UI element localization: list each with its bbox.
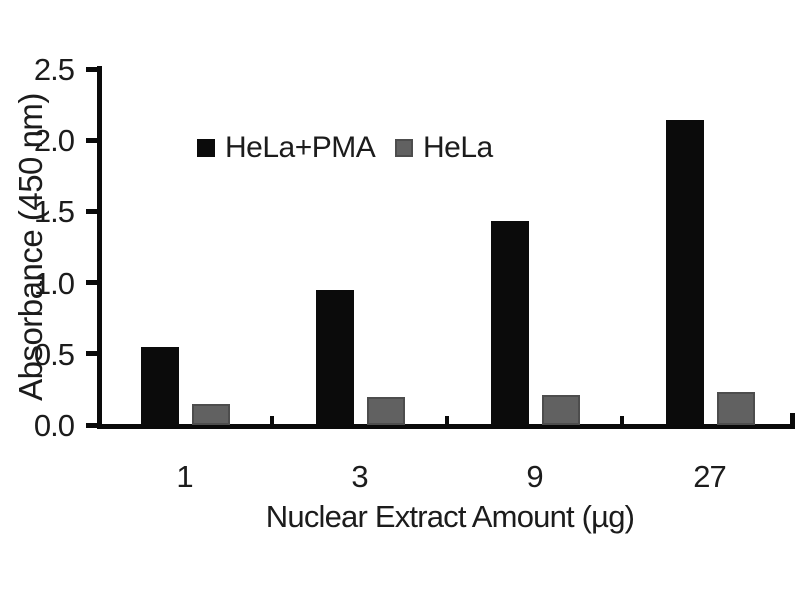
y-axis-tick-label: 1.0 <box>33 265 75 301</box>
x-axis-category-label: 1 <box>176 459 193 494</box>
y-axis-tick <box>86 137 97 143</box>
bar-hela-9 <box>541 395 580 425</box>
x-axis-category-label: 3 <box>351 459 368 494</box>
y-axis-tick <box>86 66 97 72</box>
bar-hela-pma-3 <box>315 290 354 425</box>
bar-hela-1 <box>191 404 230 425</box>
plot-area <box>97 66 795 429</box>
x-axis-tick <box>270 416 274 425</box>
x-axis-tick <box>445 416 449 425</box>
legend-swatch-hela <box>395 139 413 157</box>
y-axis-tick <box>86 422 97 428</box>
bar-hela-3 <box>366 397 405 425</box>
y-axis-tick <box>86 351 97 357</box>
y-axis-tick-label: 1.5 <box>33 194 75 230</box>
bar-hela-27 <box>716 392 755 425</box>
y-axis-tick-label: 2.0 <box>33 123 75 159</box>
y-axis-tick <box>86 208 97 214</box>
bar-hela-pma-9 <box>490 221 529 425</box>
y-axis-tick-label: 2.5 <box>33 52 75 87</box>
x-axis-category-label: 9 <box>526 459 543 494</box>
legend-label-hela-pma: HeLa+PMA <box>225 131 376 164</box>
y-axis-tick <box>86 280 97 286</box>
bar-hela-pma-1 <box>140 347 179 425</box>
x-axis-end-tick <box>790 413 795 425</box>
x-axis-title: Nuclear Extract Amount (µg) <box>265 499 635 534</box>
x-axis-category-label: 27 <box>693 459 726 494</box>
legend-swatch-hela-pma <box>197 139 215 157</box>
y-axis-tick-label: 0.5 <box>33 336 75 372</box>
y-axis-tick-label: 0.0 <box>33 408 75 443</box>
x-axis-tick <box>620 416 624 425</box>
bar-hela-pma-27 <box>665 120 704 425</box>
legend-label-hela: HeLa <box>423 131 493 164</box>
